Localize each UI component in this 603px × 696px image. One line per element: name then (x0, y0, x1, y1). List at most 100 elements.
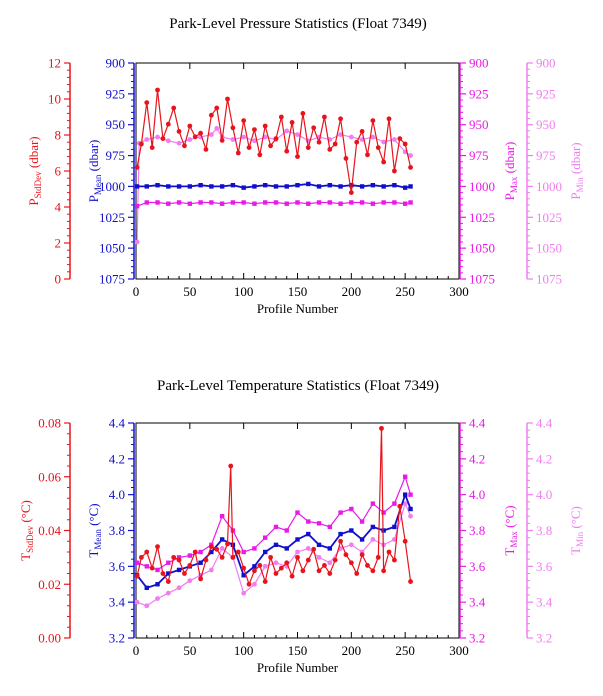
data-point-min (392, 137, 397, 142)
data-point-mean (219, 537, 225, 542)
y-tick-label: 3.4 (469, 595, 486, 610)
data-point-mean (402, 492, 408, 497)
y-tick-label: 4.2 (109, 451, 125, 466)
data-point-mean (230, 182, 236, 188)
data-point-min (144, 137, 150, 142)
data-point-mean (155, 582, 160, 587)
data-point-stddev (402, 141, 408, 147)
data-point-min (219, 546, 225, 551)
series-line-min (136, 501, 412, 607)
data-point-stddev (138, 554, 144, 560)
y-tick-label: 1075 (536, 272, 562, 287)
data-point-mean (349, 182, 354, 188)
y-tick-label: 950 (106, 117, 126, 132)
data-point-stddev (235, 150, 241, 156)
data-point-max (295, 200, 300, 205)
data-point-mean (392, 524, 397, 530)
data-point-max (144, 200, 149, 205)
data-point-stddev (268, 554, 273, 560)
data-point-stddev (408, 579, 413, 584)
data-point-max (381, 510, 386, 515)
data-point-min (295, 549, 300, 555)
x-tick-label: 50 (183, 643, 196, 658)
data-point-min (402, 501, 408, 507)
y-tick-label: 6 (55, 164, 62, 179)
data-point-mean (295, 537, 300, 542)
data-point-stddev (203, 147, 209, 152)
data-point-min (155, 134, 160, 140)
data-point-max (327, 200, 332, 205)
y-tick-label: 900 (106, 56, 126, 71)
y-tick-label: 1025 (536, 210, 562, 225)
data-point-max (198, 549, 203, 555)
data-point-stddev (225, 96, 230, 102)
data-point-mean (327, 546, 332, 551)
data-point-stddev (176, 557, 182, 563)
data-point-stddev (402, 538, 408, 544)
data-point-stddev (327, 147, 333, 152)
data-point-max (166, 201, 171, 206)
y-tick-label: 0.00 (38, 631, 61, 646)
data-point-stddev (284, 560, 290, 566)
data-point-stddev (354, 139, 360, 145)
data-point-stddev (214, 546, 220, 552)
data-point-min (338, 132, 343, 137)
data-point-mean (263, 549, 268, 555)
data-point-mean (166, 571, 171, 576)
data-point-stddev (208, 544, 214, 550)
data-point-stddev (160, 571, 166, 576)
data-point-mean (176, 184, 182, 189)
y-tick-label: 975 (469, 148, 489, 163)
data-point-mean (316, 184, 322, 189)
data-point-stddev (257, 152, 263, 158)
y-tick-label: 900 (469, 56, 489, 71)
y-tick-label: 4.4 (536, 416, 553, 431)
data-point-stddev (208, 112, 214, 118)
data-point-stddev (284, 148, 290, 154)
data-point-max (392, 501, 397, 506)
y-tick-label: 8 (55, 128, 62, 143)
data-point-stddev (219, 138, 225, 143)
x-tick-label: 150 (288, 284, 308, 299)
data-point-stddev (268, 143, 273, 149)
data-point-mean (252, 184, 257, 189)
data-point-stddev (230, 554, 236, 560)
y-tick-label: 0.04 (38, 523, 61, 538)
y-axis-stddev: 0.00 0.02 0.04 0.06 0.08 TStdDev (°C) (18, 416, 71, 646)
x-tick-label: 0 (133, 284, 140, 299)
y-tick-label: 4.0 (536, 487, 552, 502)
y-tick-label: 1025 (469, 210, 495, 225)
data-point-stddev (348, 560, 354, 566)
data-point-min (165, 590, 171, 596)
y-axis-label-max: TMax (°C) (502, 505, 519, 555)
y-tick-label: 4.2 (536, 451, 552, 466)
data-point-max (381, 200, 386, 205)
data-point-stddev (289, 573, 295, 579)
y-axis-mean: 1075 1050 1025 1000 975 950 925 900 PMean (dbar) (86, 56, 135, 287)
data-point-min (187, 137, 193, 142)
x-tick-label: 250 (395, 643, 415, 658)
data-point-max (316, 200, 322, 205)
data-point-stddev (252, 127, 257, 132)
data-point-max (408, 492, 413, 497)
data-point-stddev (262, 123, 268, 129)
y-tick-label: 3.6 (469, 559, 486, 574)
data-point-max (295, 510, 300, 515)
y-tick-label: 1050 (469, 241, 495, 256)
data-point-mean (187, 184, 193, 189)
data-point-max (359, 519, 365, 524)
y-tick-label: 4.0 (469, 487, 485, 502)
data-point-stddev (134, 573, 140, 579)
data-point-stddev (381, 159, 387, 165)
y-tick-label: 2 (55, 236, 62, 251)
y-axis-label-mean: TMean (°C) (86, 503, 103, 557)
data-point-min (273, 560, 279, 566)
data-point-max (273, 524, 279, 530)
data-point-mean (166, 184, 171, 189)
data-point-mean (370, 524, 376, 530)
data-point-stddev (278, 114, 284, 120)
data-point-stddev (300, 111, 306, 116)
x-tick-label: 0 (133, 643, 140, 658)
data-point-stddev (370, 118, 376, 123)
data-point-stddev (198, 130, 204, 136)
